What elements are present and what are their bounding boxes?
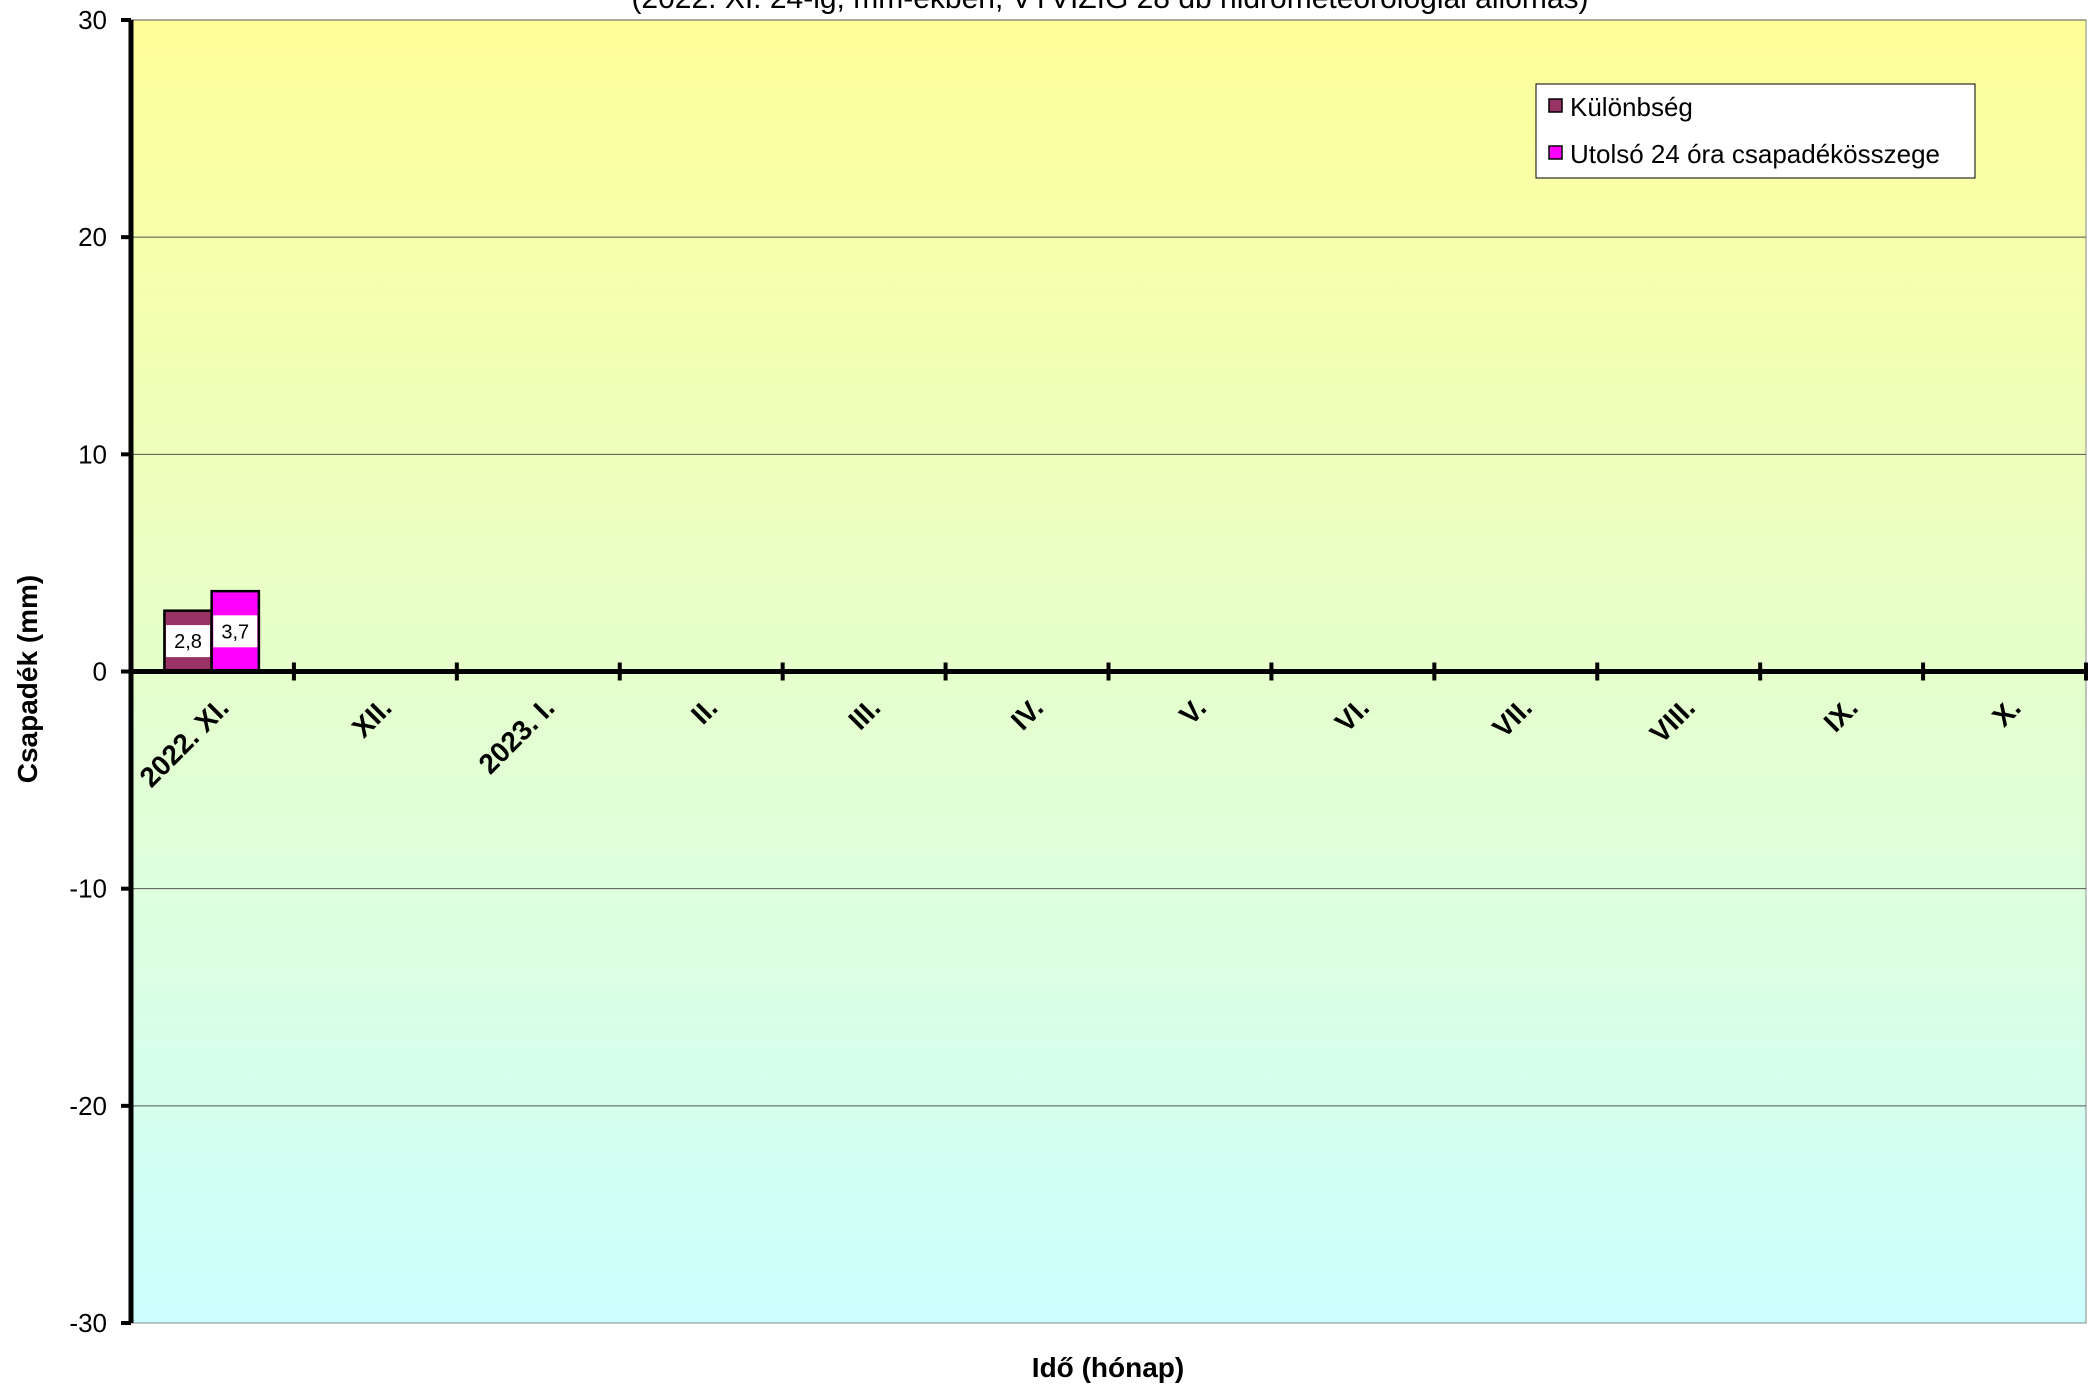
data-label-box xyxy=(166,625,211,658)
y-tick-label: -10 xyxy=(69,874,107,904)
y-tick-label: -30 xyxy=(69,1308,107,1338)
legend-label: Különbség xyxy=(1570,92,1693,122)
axes xyxy=(121,18,2088,1325)
legend-box xyxy=(1535,83,1976,179)
y-tick-label: 30 xyxy=(78,5,107,35)
data-label-box xyxy=(213,615,258,648)
chart-subtitle: (2022. XI. 24-ig, mm-ekben, VTVIZIG 28 d… xyxy=(631,0,1588,15)
data-label: 3,7 xyxy=(221,621,249,643)
y-tick-label: 10 xyxy=(78,439,107,469)
x-axis-title: Idő (hónap) xyxy=(1032,1352,1184,1383)
legend: Különbség Utolsó 24 óra csapadékösszege xyxy=(1535,83,1976,179)
y-tick-label: 20 xyxy=(78,222,107,252)
y-axis-title: Csapadék (mm) xyxy=(12,575,43,784)
legend-swatch xyxy=(1548,145,1563,160)
legend-swatch xyxy=(1548,98,1563,113)
gridlines xyxy=(131,19,2086,1107)
data-label: 2,8 xyxy=(174,631,202,653)
y-tick-label: -20 xyxy=(69,1091,107,1121)
legend-label: Utolsó 24 óra csapadékösszege xyxy=(1570,139,1940,169)
y-tick-label: 0 xyxy=(93,657,107,687)
